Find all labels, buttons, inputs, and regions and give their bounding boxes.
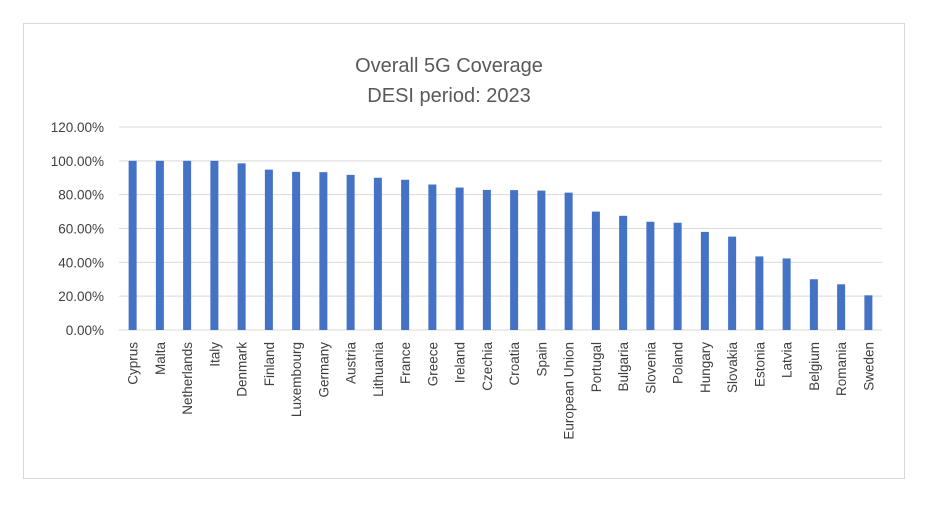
y-tick-label: 20.00%: [58, 289, 104, 304]
bar-malta: [155, 160, 164, 330]
bar-belgium: [809, 279, 818, 330]
y-axis-ticks: 0.00% 20.00% 40.00% 60.00% 80.00% 100.00% 120.…: [51, 120, 104, 338]
x-category-label: Luxembourg: [289, 342, 304, 417]
bar-cyprus: [128, 160, 137, 330]
x-axis-labels: Cyprus Malta Netherlands Italy Denmark Finlan…: [126, 342, 877, 440]
bars: [128, 160, 873, 330]
x-category-label: Netherlands: [180, 342, 195, 415]
x-category-label: Germany: [316, 342, 331, 398]
x-category-label: Slovenia: [643, 342, 658, 394]
chart-title: Overall 5G Coverage: [355, 55, 543, 77]
gridlines: [119, 126, 882, 331]
x-category-label: Belgium: [807, 342, 822, 391]
x-category-label: Hungary: [698, 342, 713, 393]
x-category-label: Poland: [671, 342, 686, 384]
x-category-label: Bulgaria: [616, 342, 631, 392]
y-tick-label: 100.00%: [51, 154, 104, 169]
x-category-label: Romania: [834, 342, 849, 397]
bar-slovakia: [728, 236, 737, 330]
x-category-label: Estonia: [752, 342, 767, 388]
bar-italy: [210, 160, 219, 330]
bar-netherlands: [183, 160, 192, 330]
x-category-label: Malta: [153, 342, 168, 376]
bar-denmark: [237, 163, 246, 330]
bar-luxembourg: [292, 171, 301, 330]
bar-czechia: [482, 189, 491, 330]
x-category-label: Denmark: [235, 342, 250, 397]
x-category-label: Latvia: [780, 342, 795, 379]
x-category-label: Greece: [425, 342, 440, 386]
bar-greece: [428, 184, 437, 330]
bar-romania: [837, 284, 846, 330]
y-tick-label: 80.00%: [58, 188, 104, 203]
bar-finland: [264, 169, 273, 330]
x-category-label: France: [398, 342, 413, 384]
x-category-label: Italy: [207, 342, 222, 367]
bar-european-union: [564, 192, 573, 330]
bar-poland: [673, 222, 682, 330]
bar-sweden: [864, 295, 873, 330]
bar-ireland: [455, 187, 464, 330]
x-category-label: Spain: [534, 342, 549, 377]
x-category-label: Lithuania: [371, 342, 386, 397]
bar-portugal: [591, 211, 600, 330]
bar-austria: [346, 174, 355, 330]
y-tick-label: 60.00%: [58, 222, 104, 237]
x-category-label: European Union: [562, 342, 577, 440]
chart-subtitle: DESI period: 2023: [367, 85, 530, 107]
bar-spain: [537, 190, 546, 330]
bar-germany: [319, 172, 328, 330]
bar-estonia: [755, 256, 764, 330]
x-category-label: Finland: [262, 342, 277, 386]
y-tick-label: 40.00%: [58, 255, 104, 270]
bar-latvia: [782, 258, 791, 330]
x-category-label: Slovakia: [725, 342, 740, 394]
y-tick-label: 0.00%: [66, 323, 104, 338]
x-category-label: Croatia: [507, 342, 522, 386]
y-tick-label: 120.00%: [51, 120, 104, 135]
x-category-label: Cyprus: [126, 342, 141, 385]
bar-slovenia: [646, 221, 655, 330]
x-category-label: Portugal: [589, 342, 604, 392]
bar-lithuania: [373, 177, 382, 330]
bar-croatia: [510, 190, 519, 330]
bar-france: [401, 179, 410, 330]
bar-chart: Overall 5G Coverage DESI period: 2023 0.…: [51, 55, 882, 440]
bar-bulgaria: [619, 215, 628, 330]
x-category-label: Austria: [344, 342, 359, 385]
chart-frame: Overall 5G Coverage DESI period: 2023 0.…: [23, 23, 905, 479]
bar-hungary: [700, 231, 709, 330]
x-category-label: Sweden: [861, 342, 876, 391]
x-category-label: Czechia: [480, 342, 495, 391]
x-category-label: Ireland: [453, 342, 468, 383]
